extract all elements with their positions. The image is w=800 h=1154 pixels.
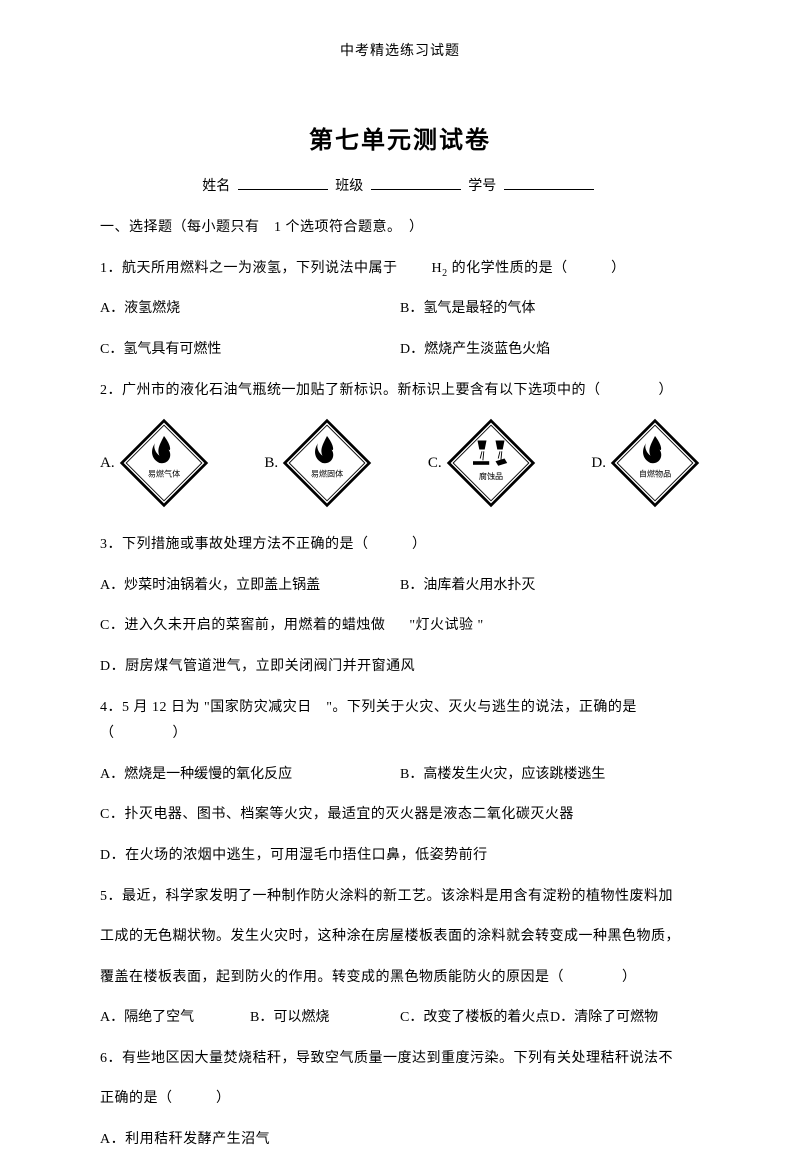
q2-img-d: D. 自燃物品 (591, 418, 700, 508)
q6-l2: 正确的是（ ） (100, 1086, 700, 1113)
q1-text-c: 的化学性质的是（ ） (448, 261, 626, 276)
q4-option-c: C．扑灭电器、图书、档案等火灾，最适宜的灭火器是液态二氧化碳灭火器 (100, 802, 700, 829)
q2-img-b: B. 易燃固体 (264, 418, 372, 508)
q5-option-b: B．可以燃烧 (250, 1005, 400, 1032)
svg-text:自燃物品: 自燃物品 (639, 469, 671, 479)
page-header: 中考精选练习试题 (100, 40, 700, 60)
q4-option-d: D．在火场的浓烟中逃生，可用湿毛巾捂住口鼻，低姿势前行 (100, 843, 700, 870)
q3-option-c: C．进入久未开启的菜窖前，用燃着的蜡烛做 "灯火试验 " (100, 613, 700, 640)
q6-option-a: A．利用秸秆发酵产生沼气 (100, 1127, 700, 1154)
svg-text:易燃固体: 易燃固体 (311, 469, 343, 479)
name-blank[interactable] (238, 189, 328, 190)
q1-text: 1．航天所用燃料之一为液氢，下列说法中属于 H2 的化学性质的是（ ） (100, 256, 700, 283)
class-blank[interactable] (371, 189, 461, 190)
q5-option-c: C．改变了楼板的着火点 (400, 1005, 550, 1032)
id-blank[interactable] (504, 189, 594, 190)
hazard-corrosive-icon: 腐蚀品 (446, 418, 536, 508)
q2-text: 2．广州市的液化石油气瓶统一加贴了新标识。新标识上要含有以下选项中的（ ） (100, 378, 700, 405)
q1-row1: A．液氢燃烧 B．氢气是最轻的气体 (100, 296, 700, 323)
q3-option-d: D．厨房煤气管道泄气，立即关闭阀门并开窗通风 (100, 654, 700, 681)
section-1-heading: 一、选择题（每小题只有 1 个选项符合题意。 ） (100, 215, 700, 242)
q5-l2: 工成的无色糊状物。发生火灾时，这种涂在房屋楼板表面的涂料就会转变成一种黑色物质， (100, 924, 700, 951)
q3-row1: A．炒菜时油锅着火，立即盖上锅盖 B．油库着火用水扑灭 (100, 573, 700, 600)
q2-img-a: A. 易燃气体 (100, 418, 209, 508)
q1-row2: C．氢气具有可燃性 D．燃烧产生淡蓝色火焰 (100, 337, 700, 364)
q4-row1: A．燃烧是一种缓慢的氧化反应 B．高楼发生火灾，应该跳楼逃生 (100, 762, 700, 789)
q2-label-b: B. (264, 455, 278, 472)
q2-label-c: C. (428, 455, 442, 472)
q3-c2: "灯火试验 " (409, 618, 483, 633)
q5-option-a: A．隔绝了空气 (100, 1005, 250, 1032)
q5-option-d: D．清除了可燃物 (550, 1005, 700, 1032)
hazard-spontaneous-combustion-icon: 自燃物品 (610, 418, 700, 508)
hazard-flammable-solid-icon: 易燃固体 (282, 418, 372, 508)
q4-option-a: A．燃烧是一种缓慢的氧化反应 (100, 762, 400, 789)
svg-text:腐蚀品: 腐蚀品 (479, 471, 503, 481)
q1-option-a: A．液氢燃烧 (100, 296, 400, 323)
student-info-line: 姓名 班级 学号 (100, 175, 700, 195)
q6-l1: 6．有些地区因大量焚烧秸秆，导致空气质量一度达到重度污染。下列有关处理秸秆说法不 (100, 1046, 700, 1073)
q2-label-d: D. (591, 455, 606, 472)
main-title: 第七单元测试卷 (100, 120, 700, 155)
q5-l1: 5．最近，科学家发明了一种制作防火涂料的新工艺。该涂料是用含有淀粉的植物性废料加 (100, 884, 700, 911)
q5-l3: 覆盖在楼板表面，起到防火的作用。转变成的黑色物质能防火的原因是（ ） (100, 965, 700, 992)
id-label: 学号 (468, 179, 496, 194)
q5-options: A．隔绝了空气 B．可以燃烧 C．改变了楼板的着火点 D．清除了可燃物 (100, 1005, 700, 1032)
q1-option-c: C．氢气具有可燃性 (100, 337, 400, 364)
q4-option-b: B．高楼发生火灾，应该跳楼逃生 (400, 762, 700, 789)
q4-text: 4．5 月 12 日为 "国家防灾减灾日 "。下列关于火灾、灭火与逃生的说法，正… (100, 695, 700, 748)
q3-option-a: A．炒菜时油锅着火，立即盖上锅盖 (100, 573, 400, 600)
class-label: 班级 (335, 179, 363, 194)
svg-text:易燃气体: 易燃气体 (147, 469, 179, 479)
q3-text: 3．下列措施或事故处理方法不正确的是（ ） (100, 532, 700, 559)
name-label: 姓名 (202, 179, 230, 194)
q3-c1: C．进入久未开启的菜窖前，用燃着的蜡烛做 (100, 618, 385, 633)
q1-h: H (432, 261, 443, 276)
q3-option-b: B．油库着火用水扑灭 (400, 573, 700, 600)
hazard-flammable-gas-icon: 易燃气体 (119, 418, 209, 508)
q1-option-b: B．氢气是最轻的气体 (400, 296, 700, 323)
q1-text-a: 1．航天所用燃料之一为液氢，下列说法中属于 (100, 261, 398, 276)
q2-label-a: A. (100, 455, 115, 472)
q1-option-d: D．燃烧产生淡蓝色火焰 (400, 337, 700, 364)
q2-images: A. 易燃气体 B. 易燃固体 C. 腐蚀品 D. (100, 418, 700, 508)
q2-img-c: C. 腐蚀品 (428, 418, 536, 508)
